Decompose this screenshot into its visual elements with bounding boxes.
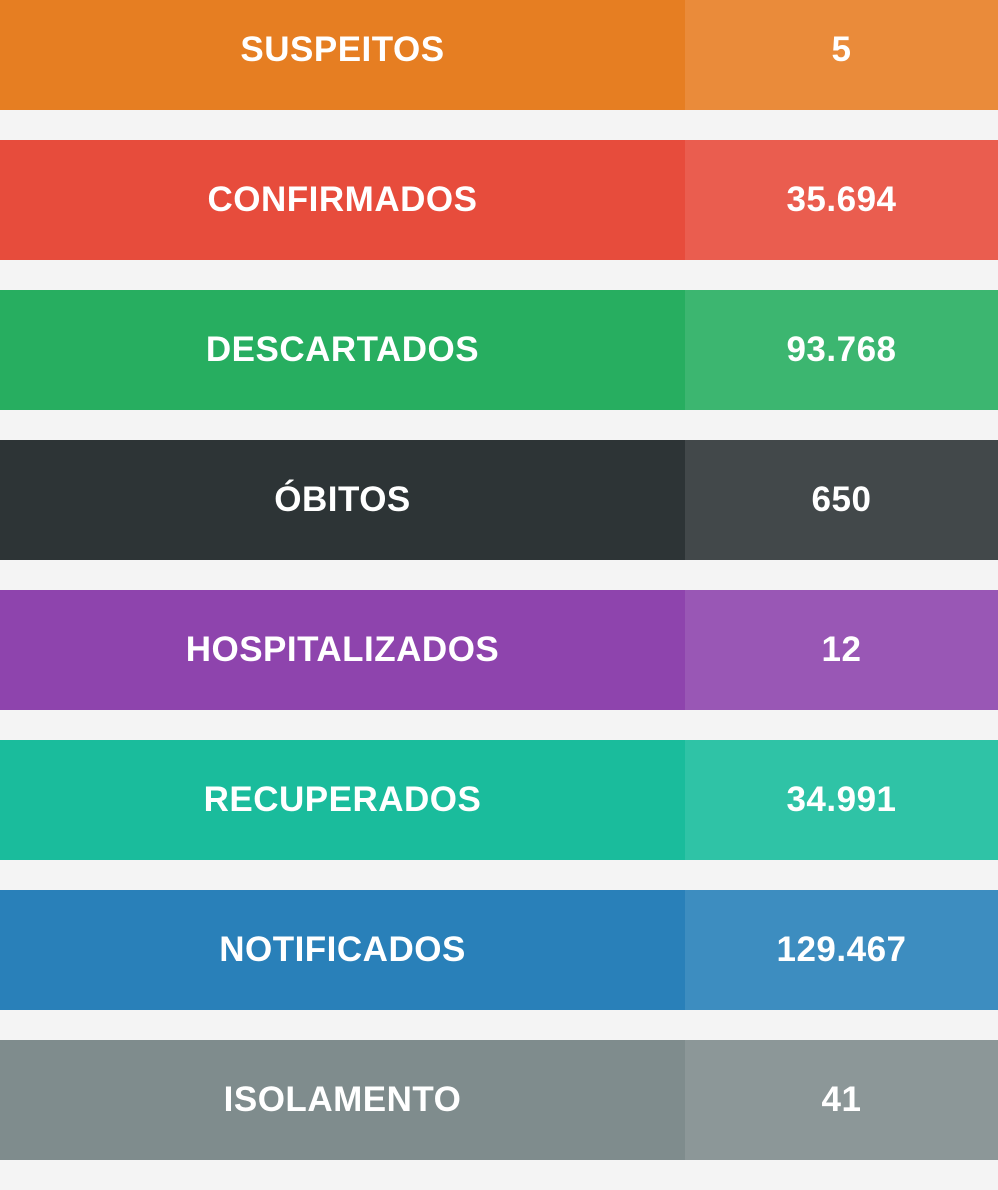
stat-value: 5 <box>685 0 998 110</box>
stat-row-recuperados: RECUPERADOS 34.991 <box>0 740 998 860</box>
stat-label: ISOLAMENTO <box>0 1040 685 1160</box>
stat-value: 650 <box>685 440 998 560</box>
stat-label: CONFIRMADOS <box>0 140 685 260</box>
stat-label: NOTIFICADOS <box>0 890 685 1010</box>
stat-value: 34.991 <box>685 740 998 860</box>
stat-row-descartados: DESCARTADOS 93.768 <box>0 290 998 410</box>
stat-row-suspeitos: SUSPEITOS 5 <box>0 0 998 110</box>
stat-label: ÓBITOS <box>0 440 685 560</box>
stat-label: HOSPITALIZADOS <box>0 590 685 710</box>
stat-row-hospitalizados: HOSPITALIZADOS 12 <box>0 590 998 710</box>
stat-row-isolamento: ISOLAMENTO 41 <box>0 1040 998 1160</box>
stat-label: SUSPEITOS <box>0 0 685 110</box>
stat-value: 35.694 <box>685 140 998 260</box>
stat-value: 12 <box>685 590 998 710</box>
stat-label: RECUPERADOS <box>0 740 685 860</box>
stat-value: 41 <box>685 1040 998 1160</box>
stat-row-obitos: ÓBITOS 650 <box>0 440 998 560</box>
stat-value: 93.768 <box>685 290 998 410</box>
stat-row-notificados: NOTIFICADOS 129.467 <box>0 890 998 1010</box>
stat-label: DESCARTADOS <box>0 290 685 410</box>
stat-row-confirmados: CONFIRMADOS 35.694 <box>0 140 998 260</box>
stat-value: 129.467 <box>685 890 998 1010</box>
